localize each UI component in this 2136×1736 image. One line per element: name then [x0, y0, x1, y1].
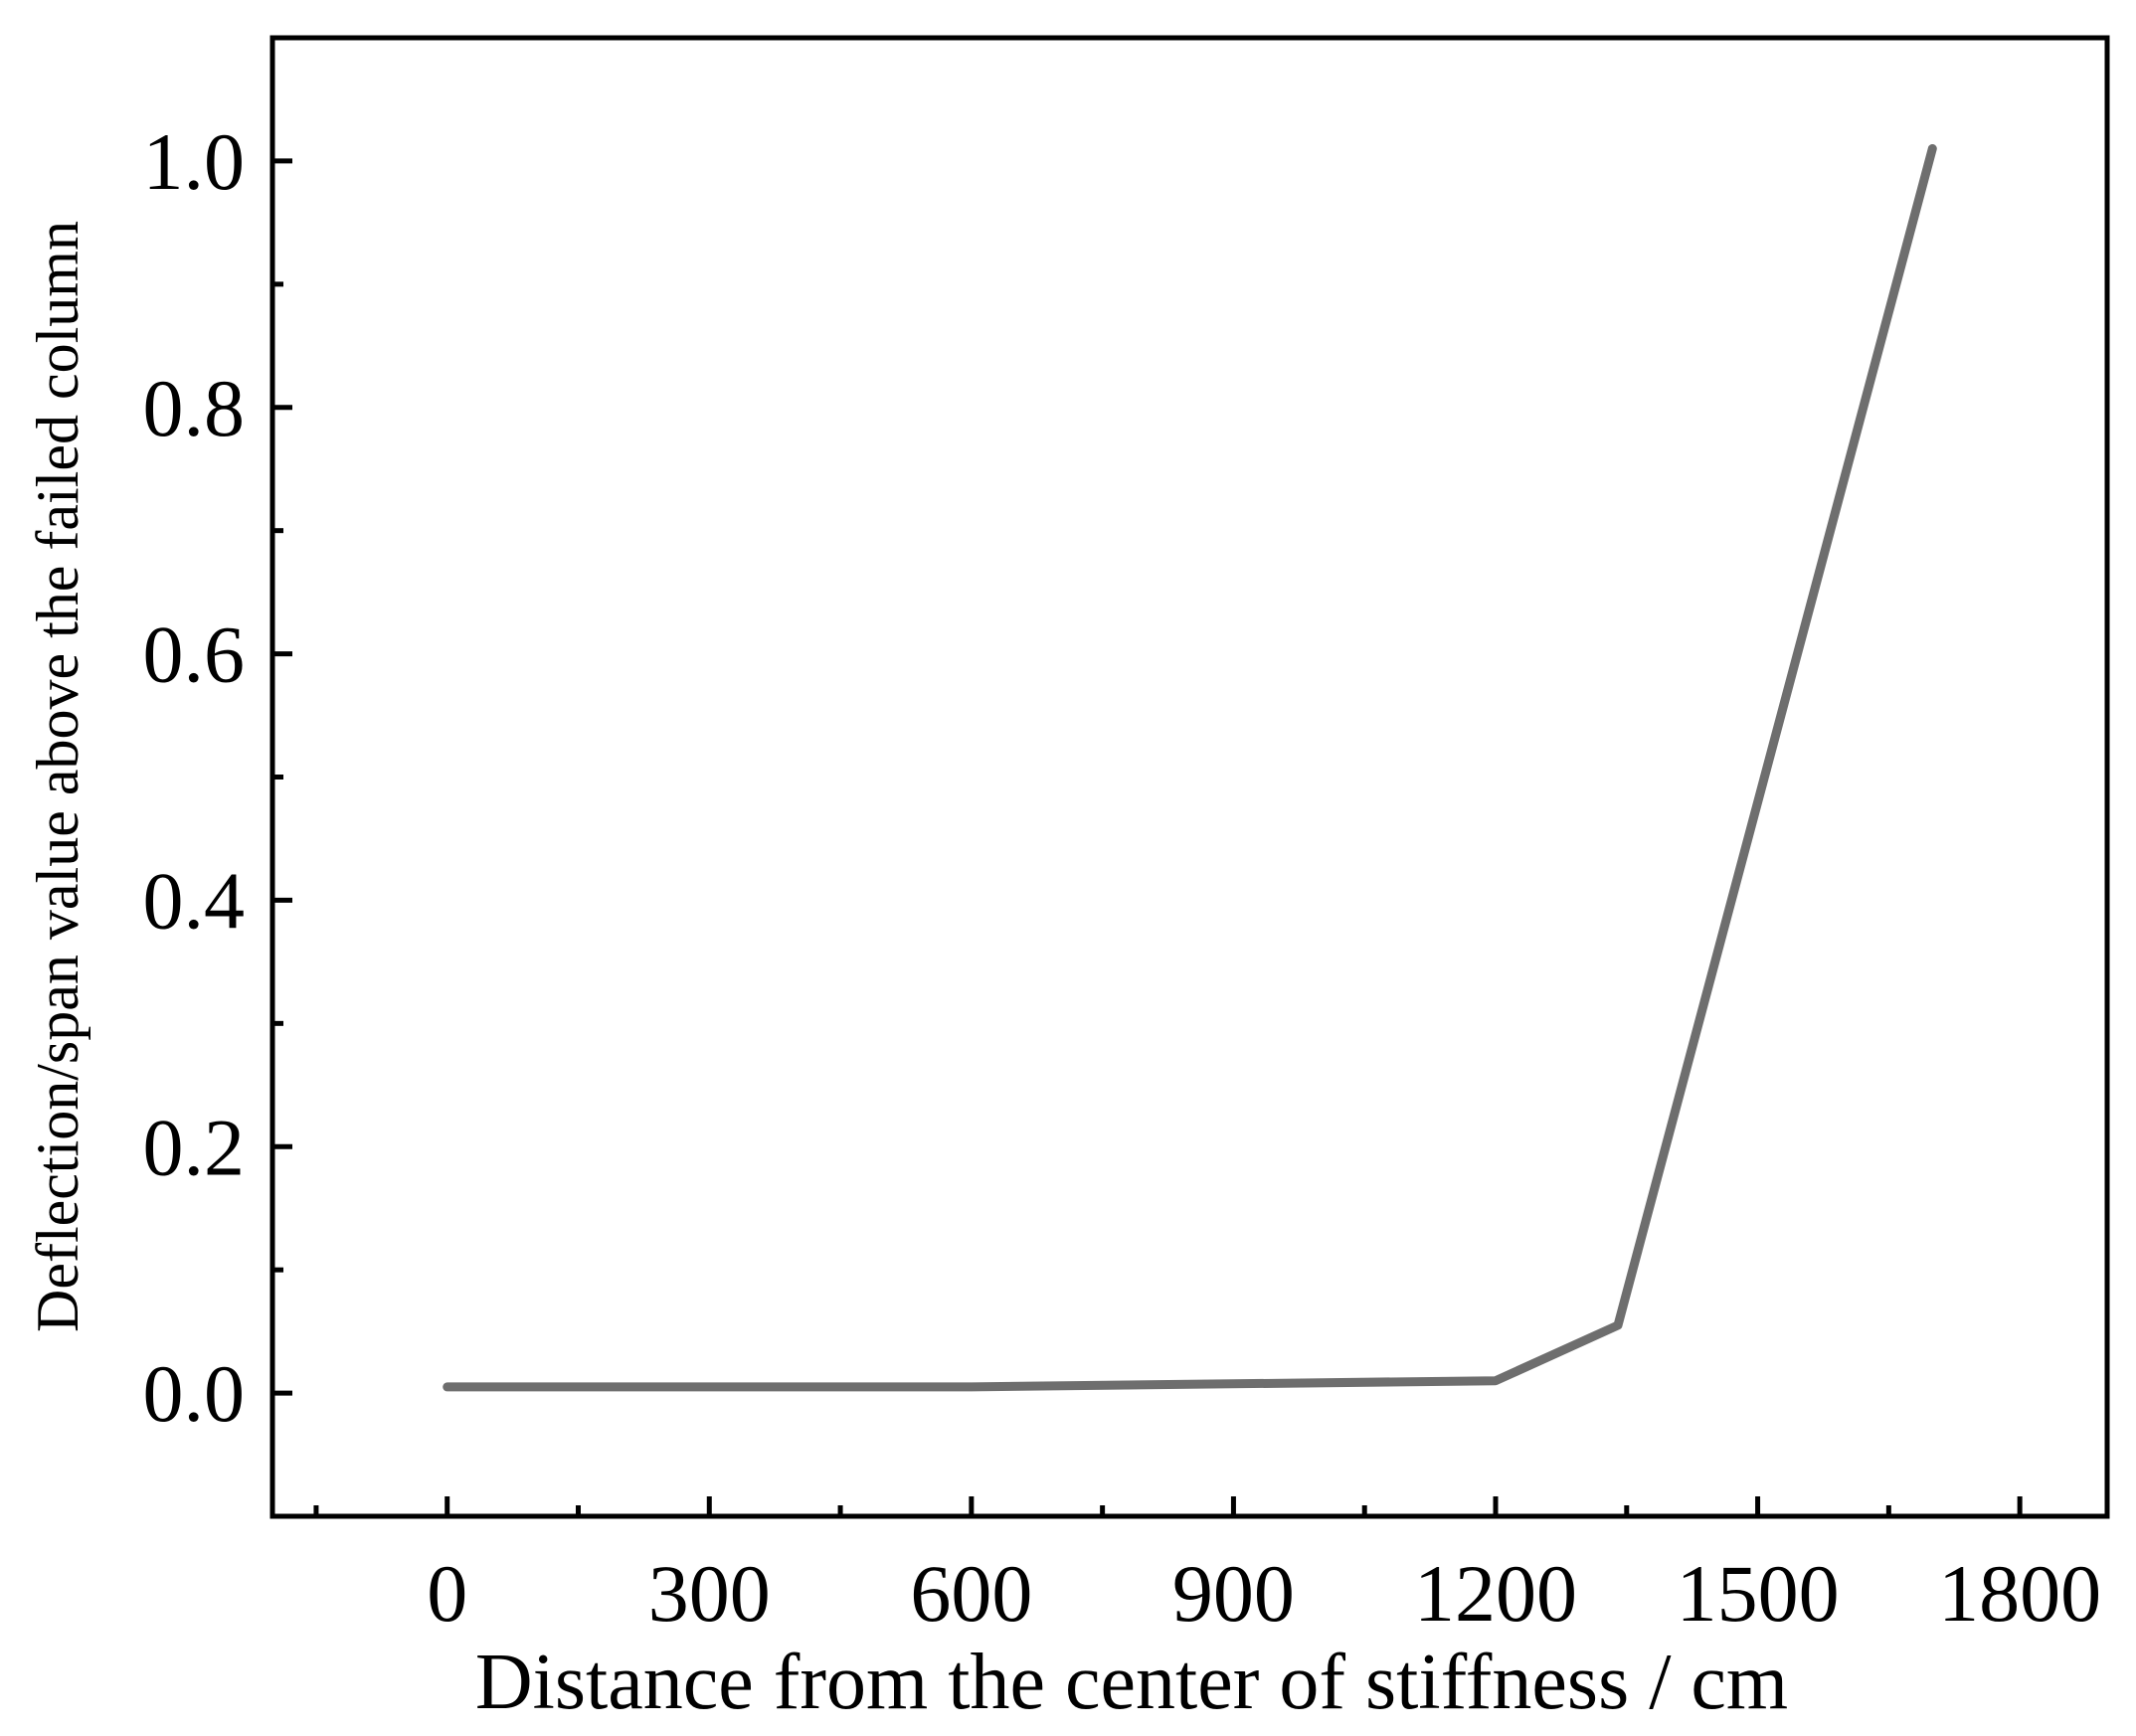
y-tick-label: 0.0 — [143, 1348, 246, 1439]
y-tick-label: 1.0 — [143, 116, 246, 207]
x-tick-label: 0 — [427, 1548, 467, 1639]
y-axis-title: Deflection/span value above the failed c… — [25, 221, 90, 1332]
y-tick-label: 0.8 — [143, 363, 246, 453]
y-tick-label: 0.6 — [143, 609, 246, 700]
y-tick-label: 0.4 — [143, 855, 246, 946]
y-tick-label: 0.2 — [143, 1102, 246, 1192]
data-line — [443, 144, 1937, 1392]
x-tick-label: 900 — [1172, 1548, 1295, 1639]
x-tick-label: 600 — [910, 1548, 1032, 1639]
plot-frame — [269, 35, 2110, 1519]
x-tick-label: 1200 — [1414, 1548, 1577, 1639]
x-tick-label: 1800 — [1938, 1548, 2101, 1639]
x-tick-label: 300 — [648, 1548, 771, 1639]
x-tick-label: 1500 — [1677, 1548, 1840, 1639]
x-axis-title: Distance from the center of stiffness / … — [475, 1639, 1788, 1726]
